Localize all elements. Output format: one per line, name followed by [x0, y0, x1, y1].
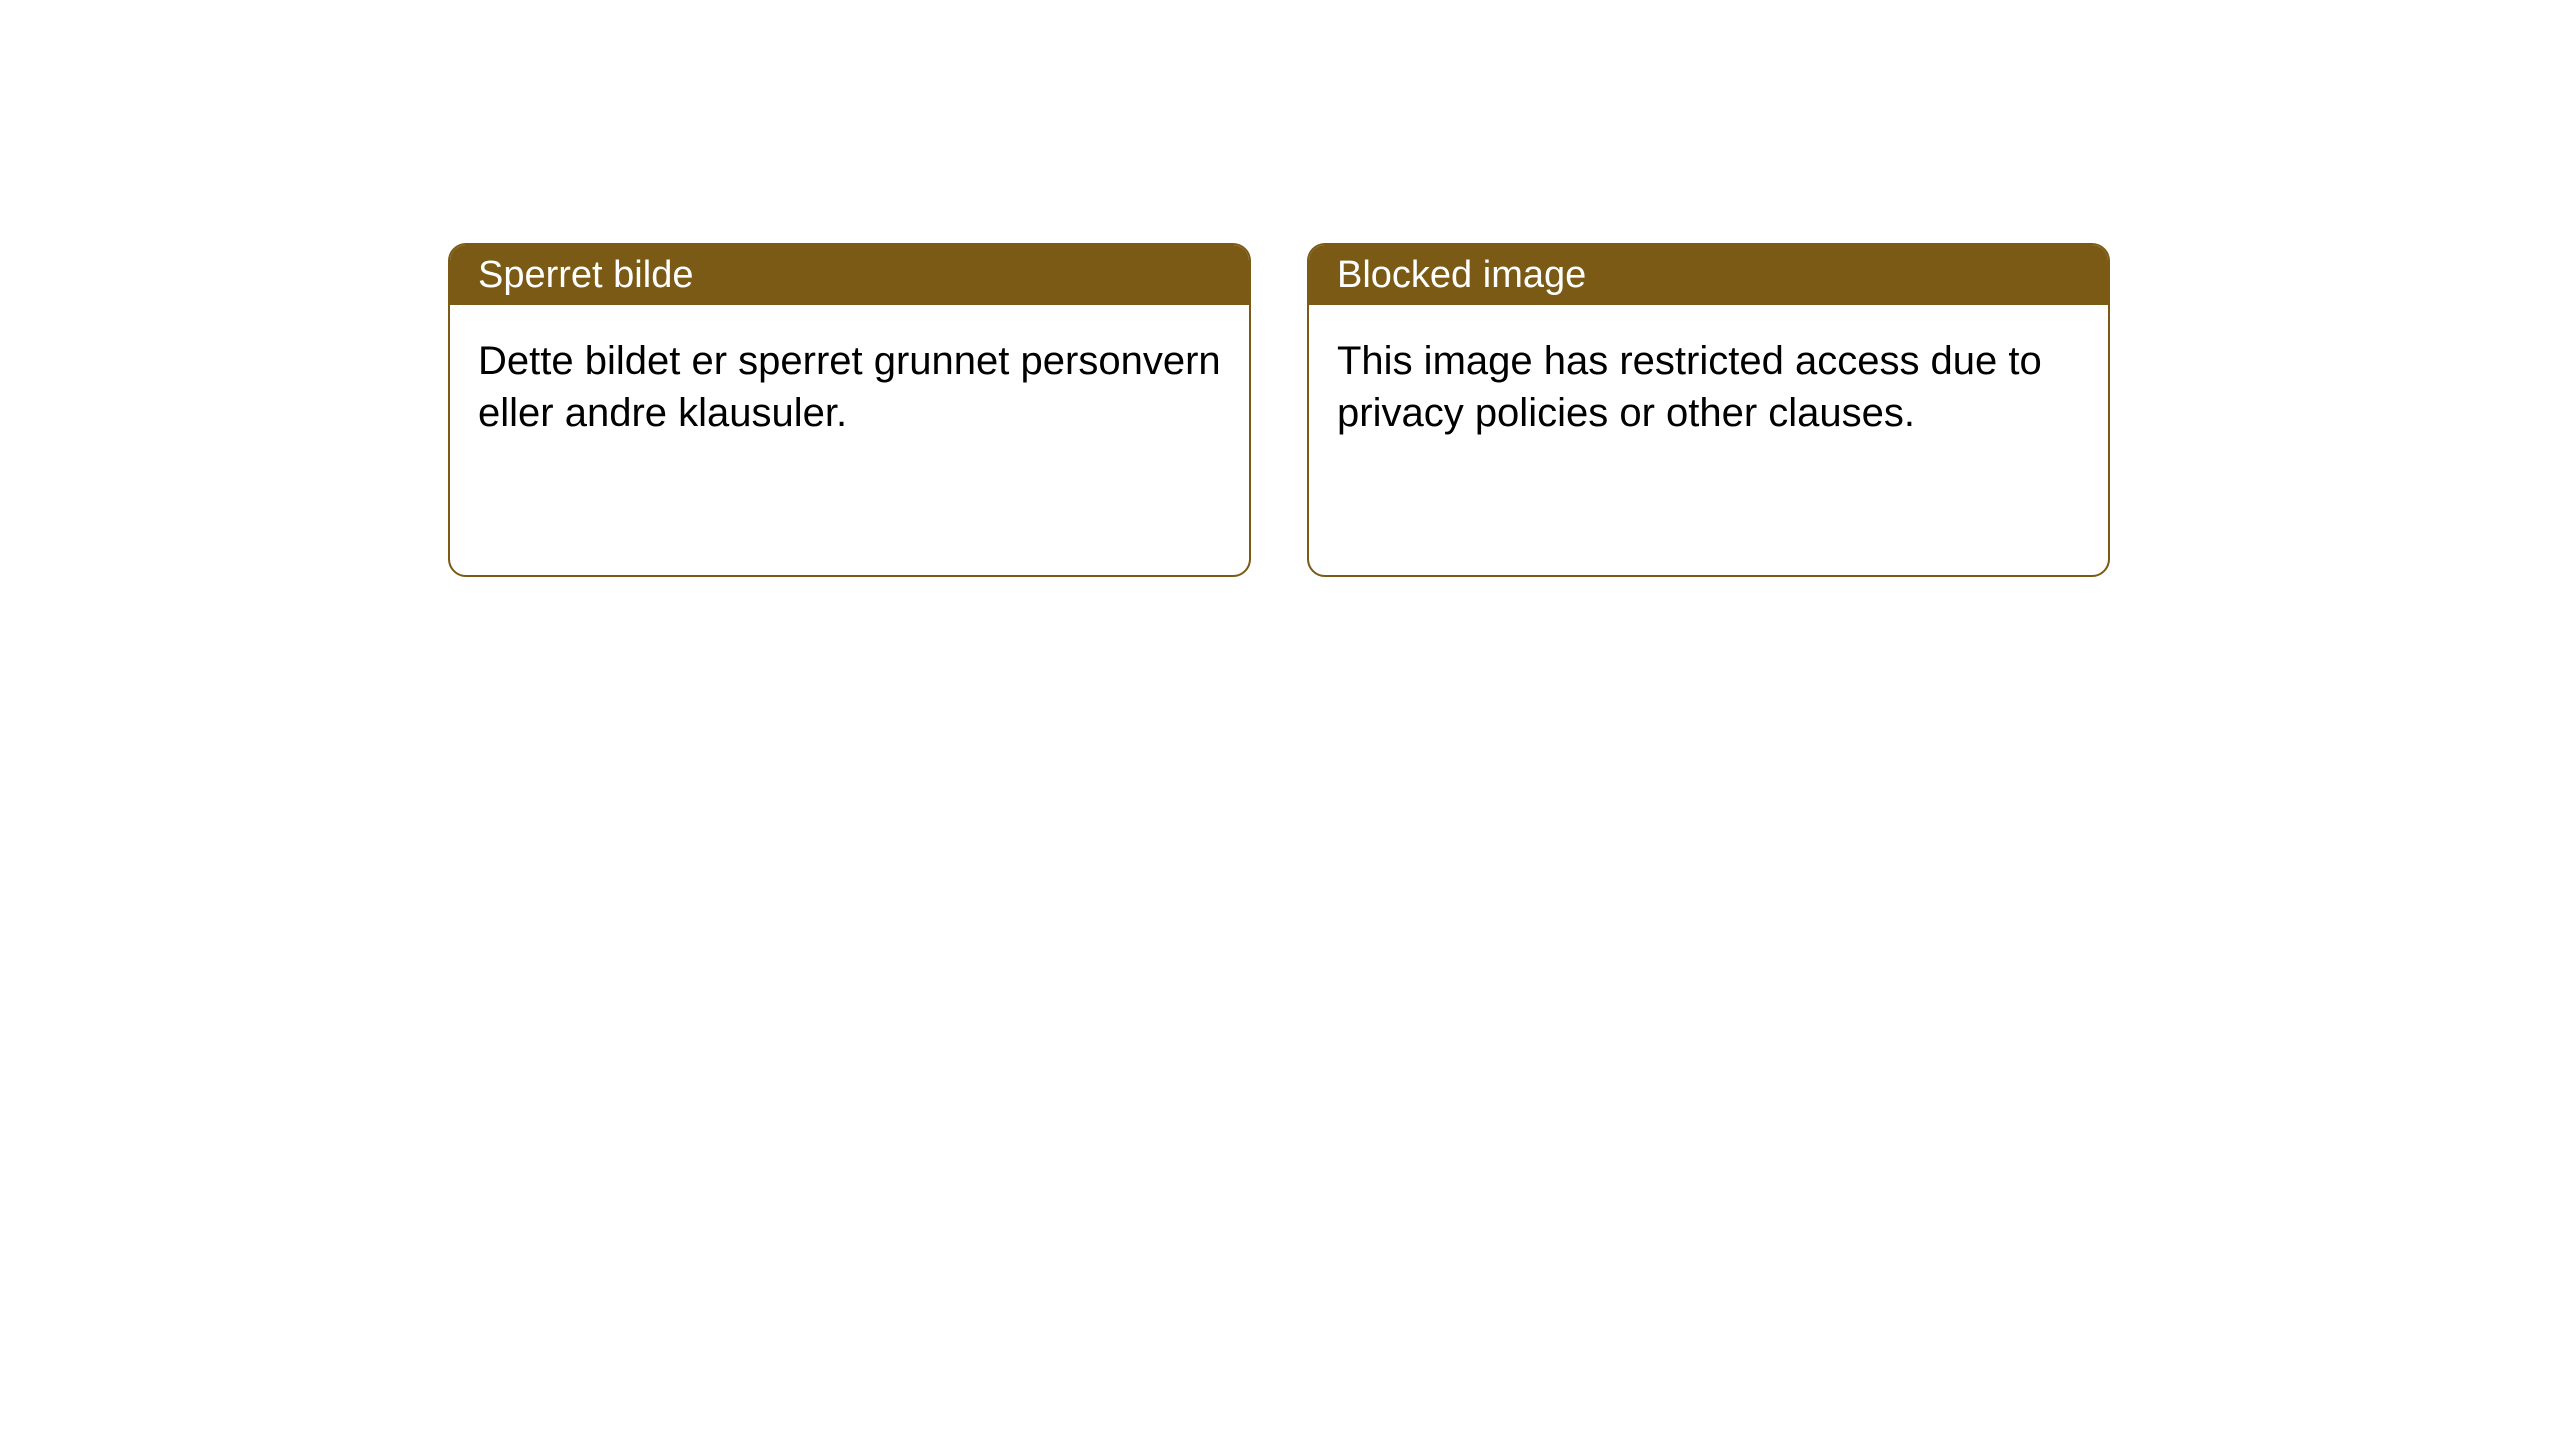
notice-title: Blocked image — [1337, 254, 1586, 296]
notice-body-text: Dette bildet er sperret grunnet personve… — [478, 339, 1221, 435]
notice-title: Sperret bilde — [478, 254, 693, 296]
notice-header: Sperret bilde — [450, 245, 1249, 305]
notice-header: Blocked image — [1309, 245, 2108, 305]
notice-container: Sperret bilde Dette bildet er sperret gr… — [448, 243, 2110, 577]
notice-body: Dette bildet er sperret grunnet personve… — [450, 305, 1249, 469]
notice-card-norwegian: Sperret bilde Dette bildet er sperret gr… — [448, 243, 1251, 577]
notice-card-english: Blocked image This image has restricted … — [1307, 243, 2110, 577]
notice-body: This image has restricted access due to … — [1309, 305, 2108, 469]
notice-body-text: This image has restricted access due to … — [1337, 339, 2042, 435]
